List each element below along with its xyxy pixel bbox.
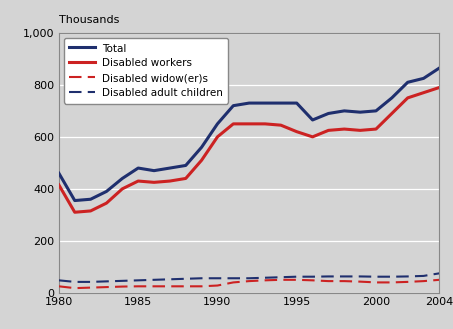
Text: Thousands: Thousands	[59, 15, 119, 25]
Legend: Total, Disabled workers, Disabled widow(er)s, Disabled adult children: Total, Disabled workers, Disabled widow(…	[64, 38, 228, 104]
